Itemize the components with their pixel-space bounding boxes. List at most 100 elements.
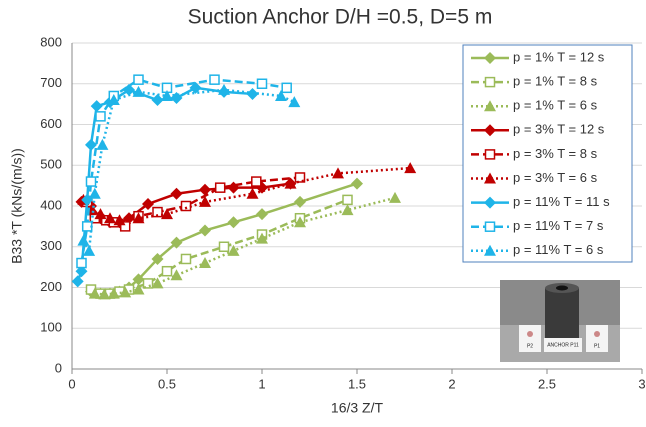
marker [189,81,202,94]
series-line [80,78,287,264]
legend-label: p = 3% T = 6 s [513,170,598,185]
x-axis-label: 16/3 Z/T [331,400,384,416]
marker [170,269,183,281]
legend-label: p = 1% T = 8 s [513,74,598,89]
card [519,325,541,352]
card [586,325,608,352]
x-tick-label: 1.5 [348,376,366,391]
x-tick-label: 0.5 [158,376,176,391]
y-tick-label: 200 [40,279,62,294]
y-tick-label: 800 [40,34,62,49]
x-tick-label: 0 [68,376,75,391]
x-tick-label: 3 [638,376,645,391]
x-tick-label: 2.5 [538,376,556,391]
y-axis-label: B33 *T (kNs/(m/s)) [9,148,25,264]
marker [161,265,173,277]
marker [256,78,268,89]
marker [88,187,101,199]
y-tick-label: 600 [40,116,62,131]
marker [218,83,230,95]
marker [170,92,183,105]
photo-label: P2 [527,343,533,349]
y-tick-label: 300 [40,238,62,253]
marker [484,172,496,184]
marker [332,167,344,179]
card [544,338,582,352]
marker [256,232,268,244]
series-line [82,88,295,255]
card-dot [594,331,600,337]
marker [351,177,363,190]
marker [251,176,262,187]
marker [389,191,401,203]
marker [90,100,103,113]
marker [161,89,173,101]
marker [294,216,306,228]
marker [227,244,240,256]
marker [275,89,287,101]
anchor-body [545,288,579,338]
legend-label: p = 3% T = 8 s [513,146,598,161]
marker [342,194,353,206]
marker [161,208,173,220]
marker [294,172,306,183]
marker [104,212,116,224]
marker [209,74,220,85]
marker [484,52,496,64]
marker [96,138,109,150]
marker [83,244,96,256]
marker [107,94,120,106]
marker [218,241,230,252]
marker [484,221,496,232]
marker [88,287,101,299]
marker [199,257,211,269]
marker [214,182,226,193]
y-tick-label: 700 [40,75,62,90]
marker [132,212,145,224]
marker [246,187,259,199]
marker [256,208,268,221]
marker [294,195,306,208]
series-line [90,182,358,295]
legend-label: p = 11% T = 6 s [513,242,604,257]
marker [77,234,90,246]
marker [288,96,301,108]
photo-label: P1 [594,343,600,349]
marker [95,111,106,122]
legend-label: p = 11% T = 11 s [513,194,610,209]
marker [98,288,111,300]
marker [484,100,496,112]
legend-label: p = 3% T = 12 s [513,122,605,137]
y-tick-label: 0 [55,360,62,375]
marker [113,214,126,226]
marker [170,187,183,200]
marker [199,224,211,237]
marker [132,273,145,286]
marker [404,162,417,174]
marker [132,283,145,295]
marker [94,208,107,220]
anchor-hole [556,285,568,291]
marker [142,278,154,289]
card-dot [527,331,533,337]
marker [133,74,144,85]
marker [85,138,97,151]
photo: ANCHOR P11 P2 P1 [500,280,620,362]
series-line [82,166,411,222]
marker [119,286,132,298]
marker [76,257,87,269]
marker [151,94,164,107]
marker [119,221,131,232]
y-tick-label: 100 [40,320,62,335]
marker [199,195,211,207]
marker [227,216,240,229]
marker [281,82,292,94]
x-tick-label: 1 [258,376,265,391]
marker [85,176,97,187]
photo-label: ANCHOR P11 [547,342,579,348]
marker [142,197,154,210]
marker [199,183,211,196]
marker [484,196,496,209]
